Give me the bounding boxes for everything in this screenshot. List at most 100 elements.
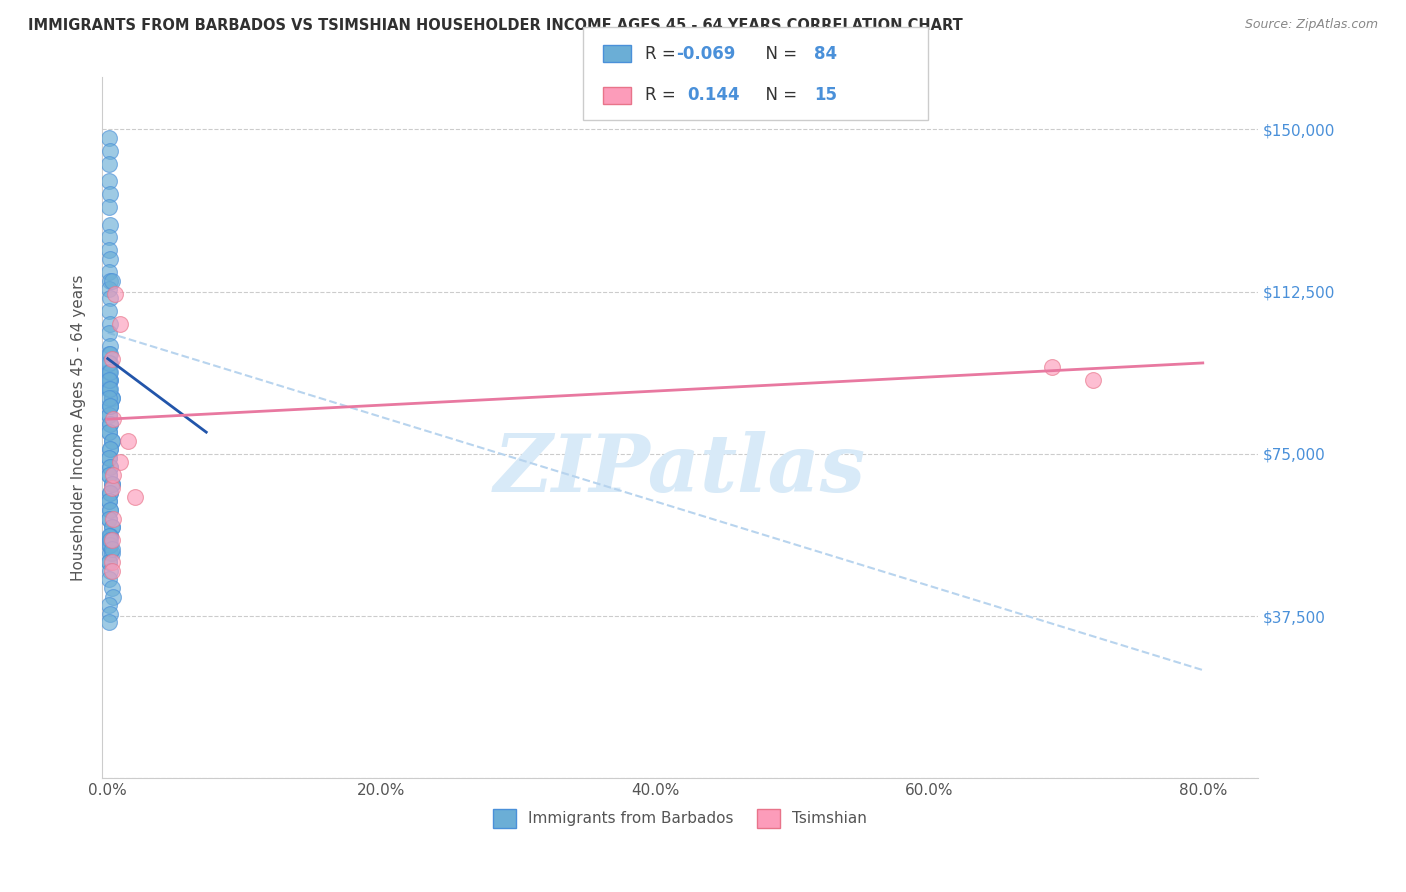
Point [100,338,122,352]
Point [98,468,121,483]
Point [101,391,124,405]
Point [100,399,122,413]
Point [98,244,121,258]
Point [100,382,122,396]
Point [100,417,122,431]
Point [101,520,124,534]
Point [101,541,124,556]
Point [98,365,121,379]
Point [100,564,122,578]
Point [101,511,124,525]
Point [1083,373,1105,387]
Point [117,434,139,448]
Point [100,607,122,621]
Text: -0.069: -0.069 [676,45,735,62]
Point [98,598,121,612]
Point [98,511,121,525]
Point [98,230,121,244]
Point [101,351,124,366]
Point [100,459,122,474]
Point [108,455,131,469]
Point [101,434,124,448]
Point [101,412,124,426]
Point [101,581,124,595]
Point [100,538,122,552]
Point [100,399,122,413]
Point [100,485,122,500]
Point [98,529,121,543]
Text: IMMIGRANTS FROM BARBADOS VS TSIMSHIAN HOUSEHOLDER INCOME AGES 45 - 64 YEARS CORR: IMMIGRANTS FROM BARBADOS VS TSIMSHIAN HO… [28,18,963,33]
Y-axis label: Householder Income Ages 45 - 64 years: Householder Income Ages 45 - 64 years [72,275,86,581]
Point [98,382,121,396]
Point [100,356,122,370]
Point [100,144,122,158]
Point [98,265,121,279]
Point [100,442,122,457]
Point [100,485,122,500]
Point [101,590,124,604]
Point [100,417,122,431]
Point [98,555,121,569]
Point [98,408,121,422]
Point [100,373,122,387]
Point [98,615,121,630]
Point [98,365,121,379]
Legend: Immigrants from Barbados, Tsimshian: Immigrants from Barbados, Tsimshian [486,803,873,834]
Point [98,555,121,569]
Text: 0.144: 0.144 [688,87,740,104]
Point [100,187,122,202]
Point [100,317,122,331]
Point [101,564,124,578]
Point [98,494,121,508]
Point [98,451,121,466]
Point [98,494,121,508]
Text: R =: R = [645,45,682,62]
Point [101,434,124,448]
Point [124,490,146,504]
Point [98,382,121,396]
Point [98,538,121,552]
Point [101,482,124,496]
Point [98,425,121,439]
Point [98,425,121,439]
Point [98,157,121,171]
Point [101,274,124,288]
Point [98,304,121,318]
Point [100,252,122,266]
Point [100,503,122,517]
Text: Source: ZipAtlas.com: Source: ZipAtlas.com [1244,18,1378,31]
Point [98,468,121,483]
Point [100,365,122,379]
Point [98,356,121,370]
Point [98,174,121,188]
Point [100,373,122,387]
Point [98,391,121,405]
Text: N =: N = [755,87,803,104]
Point [101,520,124,534]
Point [100,274,122,288]
Point [98,326,121,340]
Point [100,459,122,474]
Point [100,503,122,517]
Point [100,529,122,543]
Point [101,477,124,491]
Point [100,347,122,361]
Point [98,282,121,296]
Point [98,572,121,586]
Point [101,546,124,560]
Text: 15: 15 [814,87,837,104]
Point [100,291,122,305]
Point [100,546,122,560]
Point [100,218,122,232]
Text: 84: 84 [814,45,837,62]
Text: R =: R = [645,87,682,104]
Point [100,399,122,413]
Point [98,373,121,387]
Point [103,286,125,301]
Point [98,131,121,145]
Point [101,477,124,491]
Point [101,555,124,569]
Point [101,391,124,405]
Text: ZIPatlas: ZIPatlas [494,431,866,508]
Point [98,200,121,214]
